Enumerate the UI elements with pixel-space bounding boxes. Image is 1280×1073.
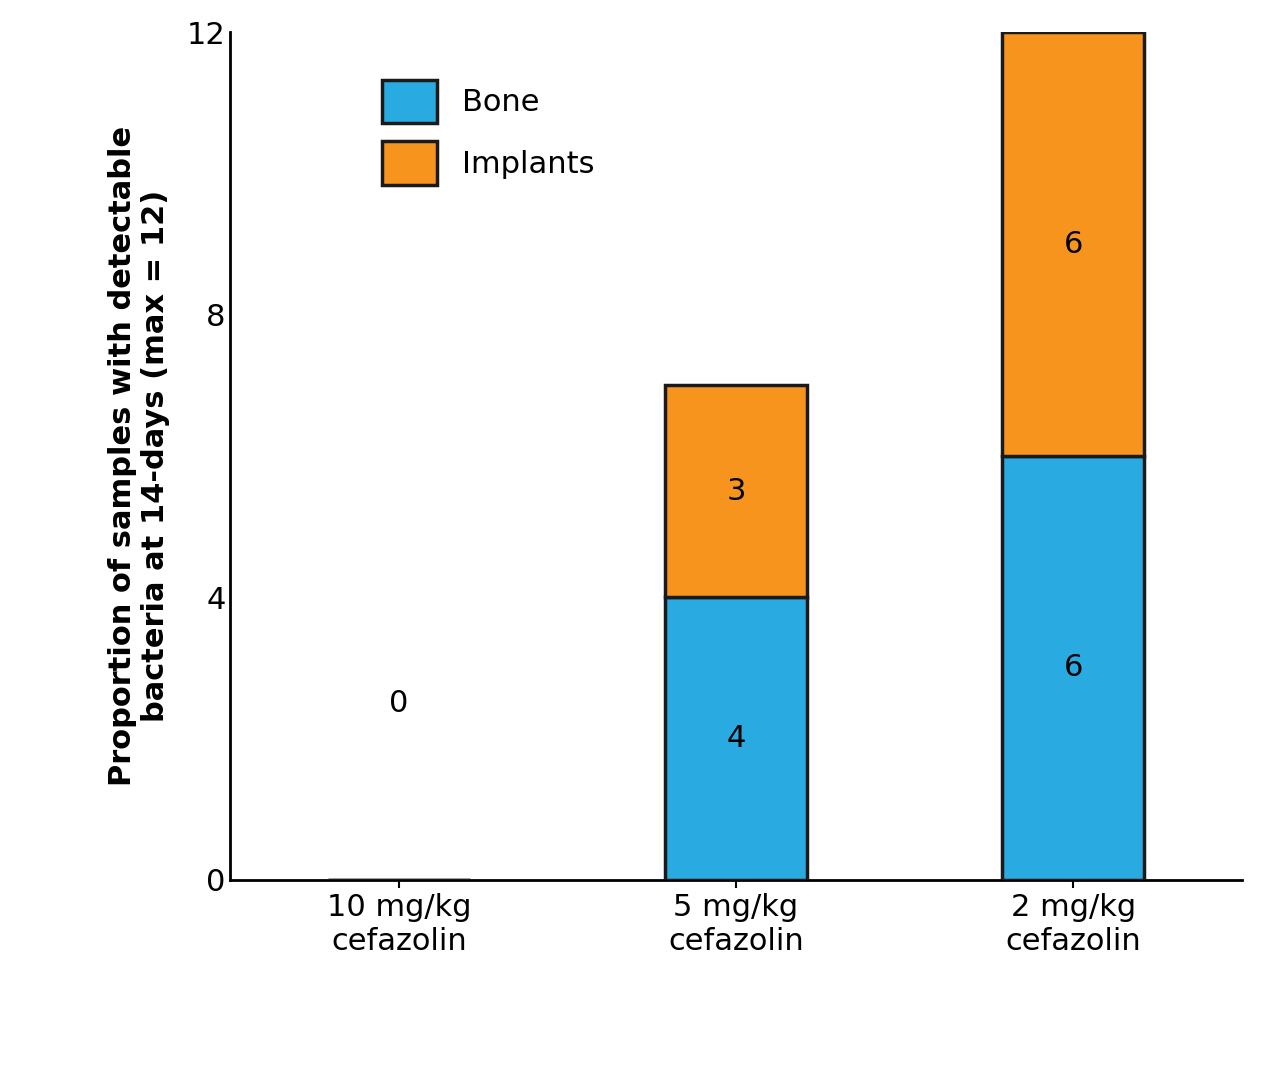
Bar [1002,456,1144,880]
Bar [666,385,806,598]
Text: 4: 4 [726,724,746,753]
Text: 3: 3 [726,476,746,505]
Legend: Bone, Implants: Bone, Implants [367,64,609,200]
Bar [666,598,806,880]
Text: 0: 0 [389,689,408,718]
Bar [1002,32,1144,456]
Text: 6: 6 [1064,230,1083,259]
Y-axis label: Proportion of samples with detectable
bacteria at 14-days (max = 12): Proportion of samples with detectable ba… [108,126,170,787]
Text: 6: 6 [1064,653,1083,682]
